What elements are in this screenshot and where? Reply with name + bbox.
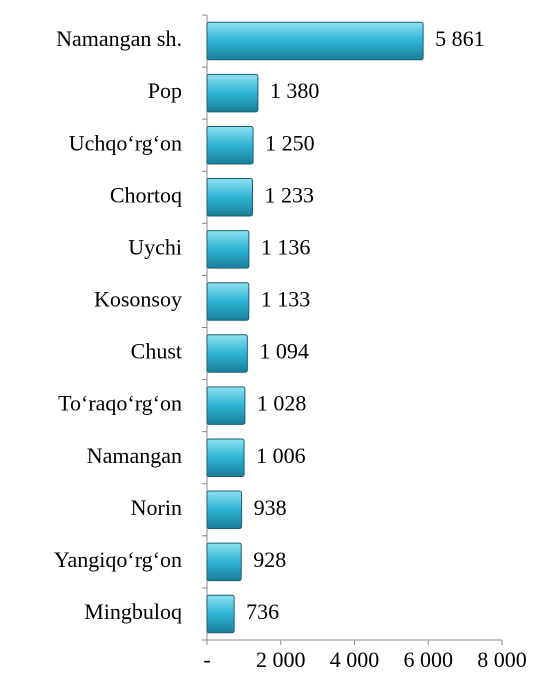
value-label: 736: [246, 599, 279, 624]
bar: [206, 21, 424, 61]
bar: [206, 386, 246, 425]
y-tick-label: Uchqo‘rg‘on: [69, 130, 182, 155]
x-tick-label: -: [203, 647, 210, 672]
value-label: 1 006: [256, 443, 306, 468]
y-tick-label: Pop: [148, 78, 182, 103]
y-tick-label: Namangan sh.: [56, 26, 182, 51]
bar: [206, 125, 254, 165]
value-label: 5 861: [435, 26, 485, 51]
value-label: 1 028: [257, 391, 307, 416]
y-tick-label: To‘raqo‘rg‘on: [58, 391, 182, 416]
value-label: 1 136: [261, 234, 311, 259]
x-tick-label: 2 000: [256, 647, 306, 672]
y-tick-label: Chust: [131, 339, 182, 364]
bar: [206, 230, 250, 269]
bar: [206, 334, 248, 373]
bar: [206, 73, 259, 113]
y-tick-label: Yangiqo‘rg‘on: [54, 547, 182, 572]
y-tick-label: Namangan: [87, 443, 182, 468]
bar: [206, 438, 245, 477]
x-tick-label: 6 000: [404, 647, 454, 672]
y-tick-label: Mingbuloq: [84, 599, 182, 624]
value-label: 938: [254, 495, 287, 520]
y-tick-label: Norin: [131, 495, 182, 520]
value-label: 1 380: [270, 78, 320, 103]
bar: [206, 594, 235, 634]
bar: [206, 490, 243, 530]
value-label: 1 233: [264, 182, 314, 207]
y-tick-label: Kosonsoy: [94, 287, 182, 312]
y-tick-label: Uychi: [128, 234, 182, 259]
value-label: 1 094: [259, 339, 309, 364]
x-tick-label: 8 000: [477, 647, 527, 672]
x-tick-label: 4 000: [330, 647, 380, 672]
value-label: 928: [253, 547, 286, 572]
bar: [206, 542, 242, 582]
value-label: 1 250: [265, 130, 315, 155]
y-tick-label: Chortoq: [110, 182, 182, 207]
bar: [206, 282, 250, 321]
value-label: 1 133: [261, 287, 311, 312]
bar: [206, 178, 253, 217]
